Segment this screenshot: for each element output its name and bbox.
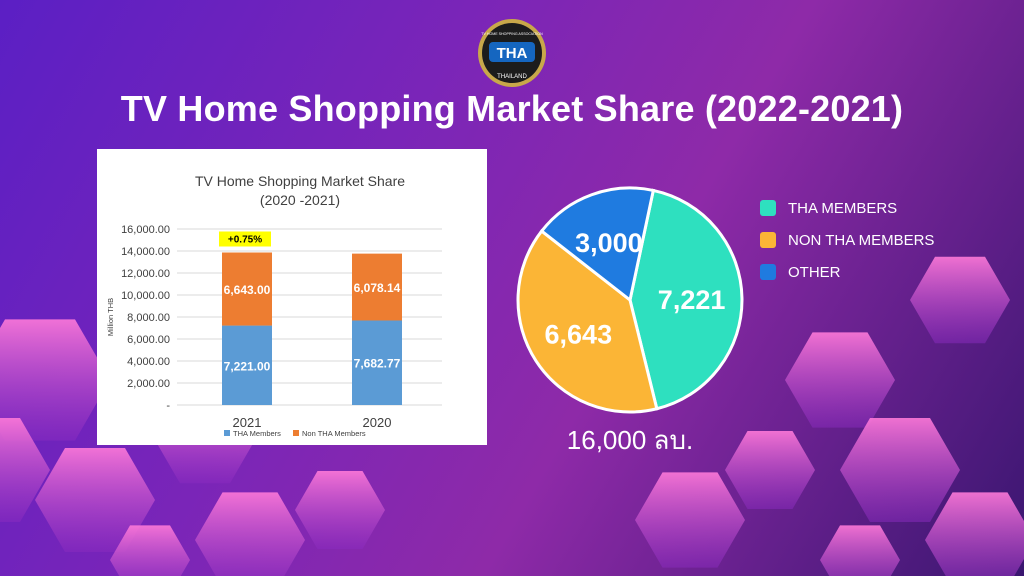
bar-data-label: 7,221.00: [224, 359, 271, 373]
legend-item: THA MEMBERS: [760, 192, 934, 224]
y-tick-label: 4,000.00: [127, 356, 170, 368]
background-hexagon: [0, 319, 110, 441]
legend-swatch: [224, 430, 230, 436]
y-tick-label: 14,000.00: [121, 246, 170, 258]
bar-data-label: 6,643.00: [224, 283, 271, 297]
background-hexagon: [840, 418, 960, 522]
legend-label: OTHER: [788, 263, 841, 281]
growth-badge: [219, 231, 271, 247]
legend-label: Non THA Members: [302, 429, 366, 438]
x-tick-label: 2021: [233, 415, 262, 430]
y-tick-label: 10,000.00: [121, 290, 170, 302]
legend-label: THA Members: [233, 429, 281, 438]
y-tick-label: 12,000.00: [121, 268, 170, 280]
pie-slice: [516, 229, 659, 414]
pie-slice-label: 3,000: [575, 228, 643, 258]
legend-swatch: [760, 264, 776, 280]
y-tick-label: 8,000.00: [127, 312, 170, 324]
legend-item: OTHER: [760, 256, 934, 288]
logo-text: THA: [497, 45, 528, 62]
background-hexagon: [635, 472, 745, 568]
tha-logo: THA THAILAND TV HOME SHOPPING ASSOCIATIO…: [478, 19, 546, 87]
background-hexagon: [35, 448, 155, 552]
logo-bottom-text: THAILAND: [497, 74, 527, 80]
legend-swatch: [760, 200, 776, 216]
bar-chart-panel: TV Home Shopping Market Share (2020 -202…: [97, 149, 487, 445]
bar-data-label: 7,682.77: [354, 357, 401, 371]
bar-chart: TV Home Shopping Market Share (2020 -202…: [106, 173, 442, 438]
bar-chart-subtitle: (2020 -2021): [260, 192, 340, 208]
y-tick-label: 16,000.00: [121, 224, 170, 236]
legend-label: NON THA MEMBERS: [788, 231, 935, 249]
bar-segment: [222, 325, 272, 405]
legend-label: THA MEMBERS: [788, 199, 898, 217]
bar-segment: [352, 253, 402, 321]
background-hexagon: [925, 492, 1024, 576]
pie-legend: THA MEMBERS NON THA MEMBERS OTHER: [760, 192, 934, 288]
pie-total-label: 16,000 ลบ.: [566, 425, 694, 455]
background-hexagon: [910, 256, 1010, 344]
bar-segment: [222, 252, 272, 326]
legend-swatch: [293, 430, 299, 436]
pie-slice-label: 7,221: [658, 285, 726, 315]
background-hexagon: [820, 525, 900, 576]
y-tick-label: 6,000.00: [127, 334, 170, 346]
legend-item: NON THA MEMBERS: [760, 224, 934, 256]
pie-slice: [539, 186, 656, 303]
page-title: TV Home Shopping Market Share (2022-2021…: [120, 88, 904, 129]
background-hexagon: [110, 525, 190, 576]
x-tick-label: 2020: [363, 415, 392, 430]
background-hexagon: [0, 418, 50, 522]
growth-annotation: +0.75%: [228, 234, 262, 245]
background-hexagon: [295, 471, 385, 549]
bar-data-label: 6,078.14: [354, 281, 401, 295]
legend-swatch: [760, 232, 776, 248]
y-tick-label: 2,000.00: [127, 378, 170, 390]
logo-top-text: TV HOME SHOPPING ASSOCIATION: [481, 32, 543, 36]
y-tick-label: -: [166, 400, 170, 412]
bar-chart-title: TV Home Shopping Market Share: [195, 173, 405, 189]
y-axis-label: Million THB: [106, 298, 115, 336]
background-hexagon: [725, 431, 815, 509]
pie-slice-label: 6,643: [545, 320, 613, 350]
bar-segment: [352, 320, 402, 405]
pie-chart: 7,221 6,643 3,000: [516, 186, 744, 414]
pie-slice: [628, 188, 744, 411]
background-hexagon: [785, 332, 895, 428]
background-hexagon: [195, 492, 305, 576]
